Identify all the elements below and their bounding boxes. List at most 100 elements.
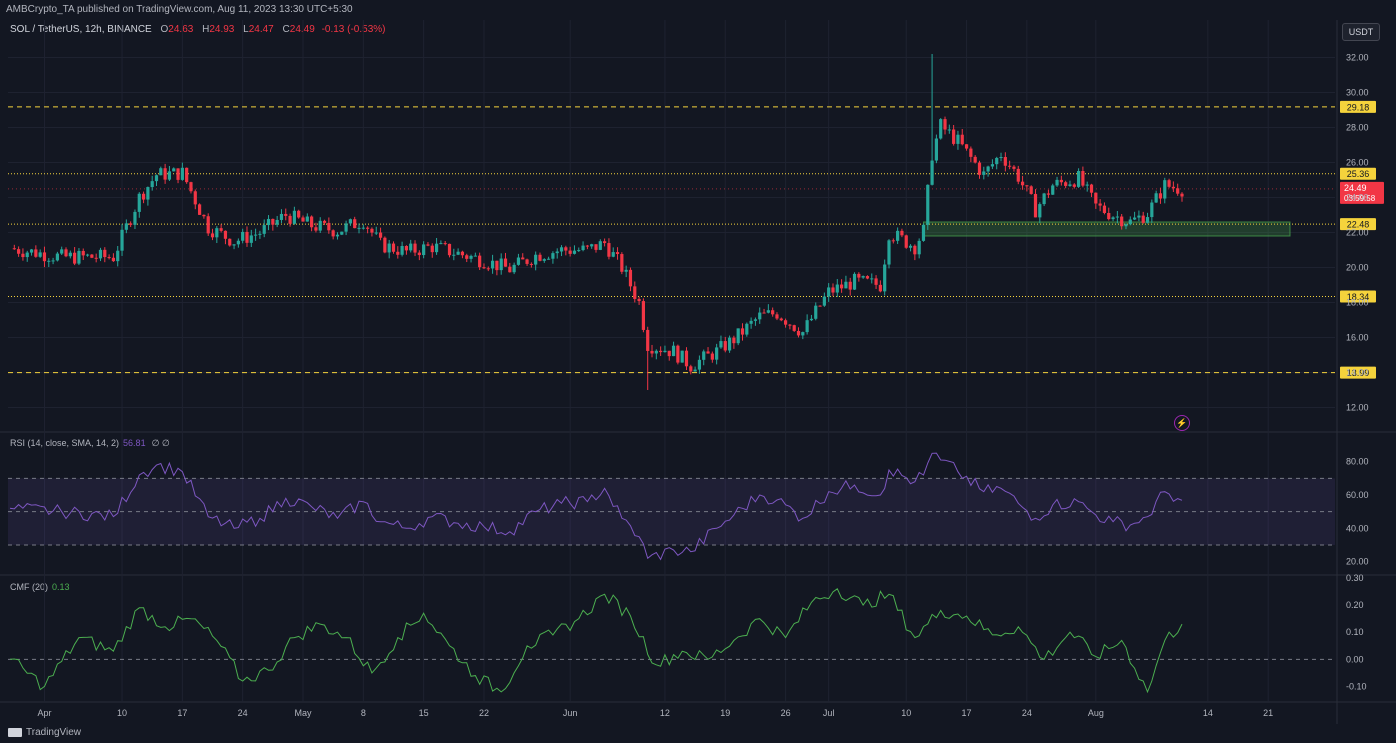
price-tick-label: 30.00 [1346,88,1369,98]
candle-body [646,329,650,351]
candle-body [81,250,85,256]
candle-body [930,160,934,185]
countdown-label: 03:59:58 [1344,194,1376,203]
candle-body [1008,165,1012,167]
cmf-legend[interactable]: CMF (20) 0.13 [10,582,70,592]
candle-body [559,247,564,252]
candle-body [236,240,240,245]
footer-bar [0,724,1396,743]
candle-body [378,232,383,238]
candle-body [637,298,641,302]
candle-body [857,273,861,278]
level-tag [1340,366,1376,379]
price-tick-label: 24.00 [1346,193,1369,203]
candle-body [676,345,680,363]
candle-body [383,237,387,253]
candle-body [292,210,296,224]
candle-body [805,320,809,333]
candle-body [159,168,163,176]
candle-body [844,281,848,289]
candle-body [943,119,947,130]
currency-button[interactable]: USDT [1342,23,1380,41]
price-tick-label: 22.00 [1346,228,1369,238]
candle-body [60,249,64,254]
x-tick-label: 17 [177,708,187,718]
candle-body [1038,204,1042,218]
support-zone-layer [922,221,1291,237]
candle-body [1025,185,1029,187]
candle-body [353,219,357,229]
candle-body [939,119,943,139]
candle-body [228,238,232,246]
alert-bolt-icon[interactable]: ⚡ [1174,415,1190,431]
candle-body [650,350,654,354]
candle-body [555,251,559,254]
candle-body [107,257,111,259]
candle-body [310,216,314,228]
candle-body [878,284,882,292]
candle-body [809,318,814,321]
candle-body [85,254,90,256]
candle-body [288,215,292,224]
candle-body [335,234,340,237]
level-tag-label: 25.36 [1347,169,1370,179]
candle-body [1016,168,1020,182]
candle-body [465,255,469,259]
candle-body [572,250,577,254]
candle-body [223,230,228,239]
close-value: 24.49 [289,24,315,35]
candle-body [327,222,331,231]
candle-body [42,252,47,262]
x-tick-label: 12 [660,708,670,718]
x-tick-label: 24 [1022,708,1032,718]
candle-body [848,281,852,290]
candle-body [883,264,887,292]
candle-body [176,168,180,180]
candle-body [499,258,503,271]
rsi-tick-label: 20.00 [1346,557,1369,567]
candle-body [284,213,288,216]
candle-body [1085,184,1089,186]
close-label: C [282,24,290,35]
last-price-label: 24.49 [1344,183,1367,193]
candle-body [1094,192,1098,204]
grid-layer [0,20,1396,724]
candle-body [766,310,770,313]
cmf-layer [8,588,1335,694]
candle-body [12,248,16,250]
candle-body [413,243,417,253]
candle-body [611,252,615,257]
candle-body [1107,212,1111,220]
candle-body [163,168,167,180]
x-tick-label: 10 [117,708,127,718]
candle-body [1012,166,1016,169]
x-tick-label: 8 [361,708,366,718]
candle-body [620,254,624,272]
candle-body [1055,179,1059,186]
candle-body [749,320,753,324]
candle-body [348,219,352,224]
x-tick-label: 26 [781,708,791,718]
candle-body [607,243,611,257]
axes-layer: Apr 10 17 24 May 8 15 22 Jun 12 19 26 Jul 10 17 24 Aug 14… [37,53,1368,719]
candle-body [400,246,404,255]
candle-body [921,224,926,241]
rsi-legend[interactable]: RSI (14, close, SMA, 14, 2) 56.81 ∅ ∅ [10,438,170,449]
candle-body [1171,186,1175,189]
rsi-value: 56.81 [123,438,146,448]
candle-body [404,246,409,251]
candle-body [891,240,895,242]
symbol-name[interactable]: SOL / TetherUS, 12h, BINANCE [10,24,152,35]
candle-body [779,318,783,321]
candle-body [960,134,964,145]
candle-body [792,325,796,331]
level-tag-label: 13.99 [1347,368,1370,378]
candle-body [249,235,253,243]
candle-body [490,260,495,269]
cmf-tick-label: -0.10 [1346,681,1367,691]
price-tick-label: 32.00 [1346,53,1369,63]
candle-body [344,223,348,232]
candle-body [684,350,689,367]
